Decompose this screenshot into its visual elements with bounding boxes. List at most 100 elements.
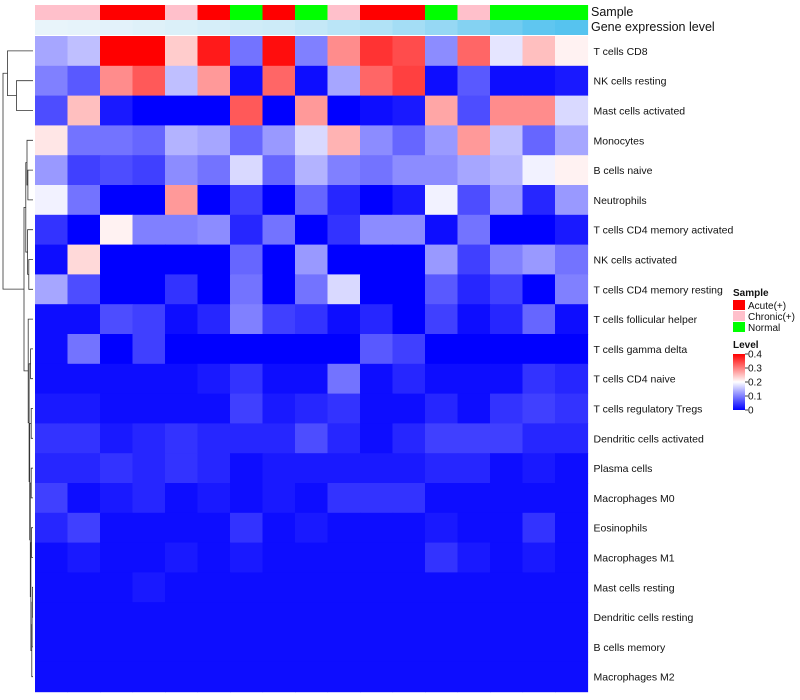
sample-cell [295, 5, 329, 20]
heatmap-cell [327, 542, 361, 573]
heatmap-cell [295, 542, 329, 573]
heatmap-cell [490, 453, 524, 484]
heatmap-cell [360, 572, 394, 603]
heatmap-cell [165, 334, 199, 365]
heatmap-cell [165, 95, 199, 126]
heatmap-cell [490, 602, 524, 633]
heatmap-cell [35, 65, 69, 97]
heatmap-cell [490, 512, 524, 544]
heatmap-cell [392, 363, 426, 395]
heatmap-cell [295, 483, 329, 514]
heatmap-cell [197, 65, 231, 97]
heatmap-cell [327, 632, 361, 663]
row-label: T cells follicular helper [594, 314, 698, 326]
row-label: Dendritic cells resting [594, 612, 694, 624]
expression-annotation-label: Gene expression level [591, 20, 715, 34]
heatmap-cell [35, 334, 69, 365]
heatmap-cell [522, 363, 556, 395]
heatmap-cell [67, 393, 101, 424]
heatmap-cell [392, 393, 426, 424]
heatmap-cell [230, 65, 264, 97]
legend-tick-label: 0.4 [748, 350, 762, 361]
heatmap-cell [490, 483, 524, 514]
heatmap-cell [132, 36, 166, 67]
heatmap-cell [35, 155, 69, 186]
heatmap-cell [295, 661, 329, 693]
heatmap-cell [392, 512, 426, 544]
heatmap-cell [360, 334, 394, 365]
heatmap-cell [165, 453, 199, 484]
sample-cell [457, 5, 491, 20]
heatmap-cell [295, 304, 329, 335]
heatmap-cell [262, 185, 296, 216]
heatmap-cell [490, 125, 524, 156]
dendrogram-branch [30, 408, 33, 439]
heatmap-cell [100, 304, 134, 335]
heatmap-cell [197, 661, 231, 693]
heatmap-cell [230, 214, 264, 246]
heatmap-cell [197, 185, 231, 216]
heatmap-cell [327, 602, 361, 633]
heatmap-cell [360, 36, 394, 67]
heatmap-cell [67, 423, 101, 454]
legend-sample-title: Sample [733, 288, 769, 299]
heatmap-cell [197, 244, 231, 275]
legend-sample-label: Chronic(+) [748, 312, 795, 323]
heatmap-cell [522, 632, 556, 663]
heatmap-cell [360, 155, 394, 186]
heatmap-cell [35, 453, 69, 484]
heatmap-cell [392, 572, 426, 603]
heatmap-cell [262, 661, 296, 693]
heatmap-cell [67, 36, 101, 67]
heatmap-cell [230, 512, 264, 544]
heatmap-cell [425, 274, 459, 305]
heatmap-cell [132, 95, 166, 126]
heatmap-cell [132, 572, 166, 603]
row-label: Plasma cells [594, 463, 653, 475]
heatmap-cell [392, 632, 426, 663]
dendrogram-branch [31, 527, 33, 558]
heatmap-cell [295, 155, 329, 186]
sample-cell [327, 5, 361, 20]
heatmap-cell [555, 185, 589, 216]
heatmap-cell [230, 393, 264, 424]
heatmap-cell [295, 334, 329, 365]
heatmap-cell [132, 393, 166, 424]
expression-cell [425, 20, 459, 35]
heatmap-cell [132, 602, 166, 633]
heatmap-cell [165, 423, 199, 454]
heatmap-cell [100, 453, 134, 484]
heatmap-cell [35, 274, 69, 305]
heatmap-cell [457, 95, 491, 126]
heatmap-cell [295, 65, 329, 97]
heatmap-cell [522, 65, 556, 97]
row-label: T cells CD8 [594, 46, 648, 58]
heatmap-cell [392, 36, 426, 67]
row-label: NK cells resting [594, 76, 667, 88]
heatmap-cell [360, 512, 394, 544]
heatmap-cell [132, 65, 166, 97]
heatmap-cell [100, 244, 134, 275]
sample-annotation-bar [35, 5, 589, 20]
heatmap-cell [392, 334, 426, 365]
heatmap-cell [165, 632, 199, 663]
sample-cell [555, 5, 589, 20]
heatmap-cell [230, 572, 264, 603]
row-label: T cells CD4 memory resting [594, 284, 723, 296]
heatmap-cell [165, 363, 199, 395]
heatmap-cell [425, 334, 459, 365]
heatmap-cell [35, 304, 69, 335]
heatmap-cell [230, 542, 264, 573]
heatmap-cell [262, 602, 296, 633]
heatmap-cell [262, 125, 296, 156]
heatmap-cell [425, 155, 459, 186]
legend-swatch [733, 300, 745, 310]
heatmap-cell [132, 632, 166, 663]
heatmap-cell [457, 483, 491, 514]
heatmap-cell [392, 423, 426, 454]
sample-cell [392, 5, 426, 20]
heatmap-cell [457, 393, 491, 424]
heatmap-cell [327, 214, 361, 246]
heatmap-cell [457, 363, 491, 395]
